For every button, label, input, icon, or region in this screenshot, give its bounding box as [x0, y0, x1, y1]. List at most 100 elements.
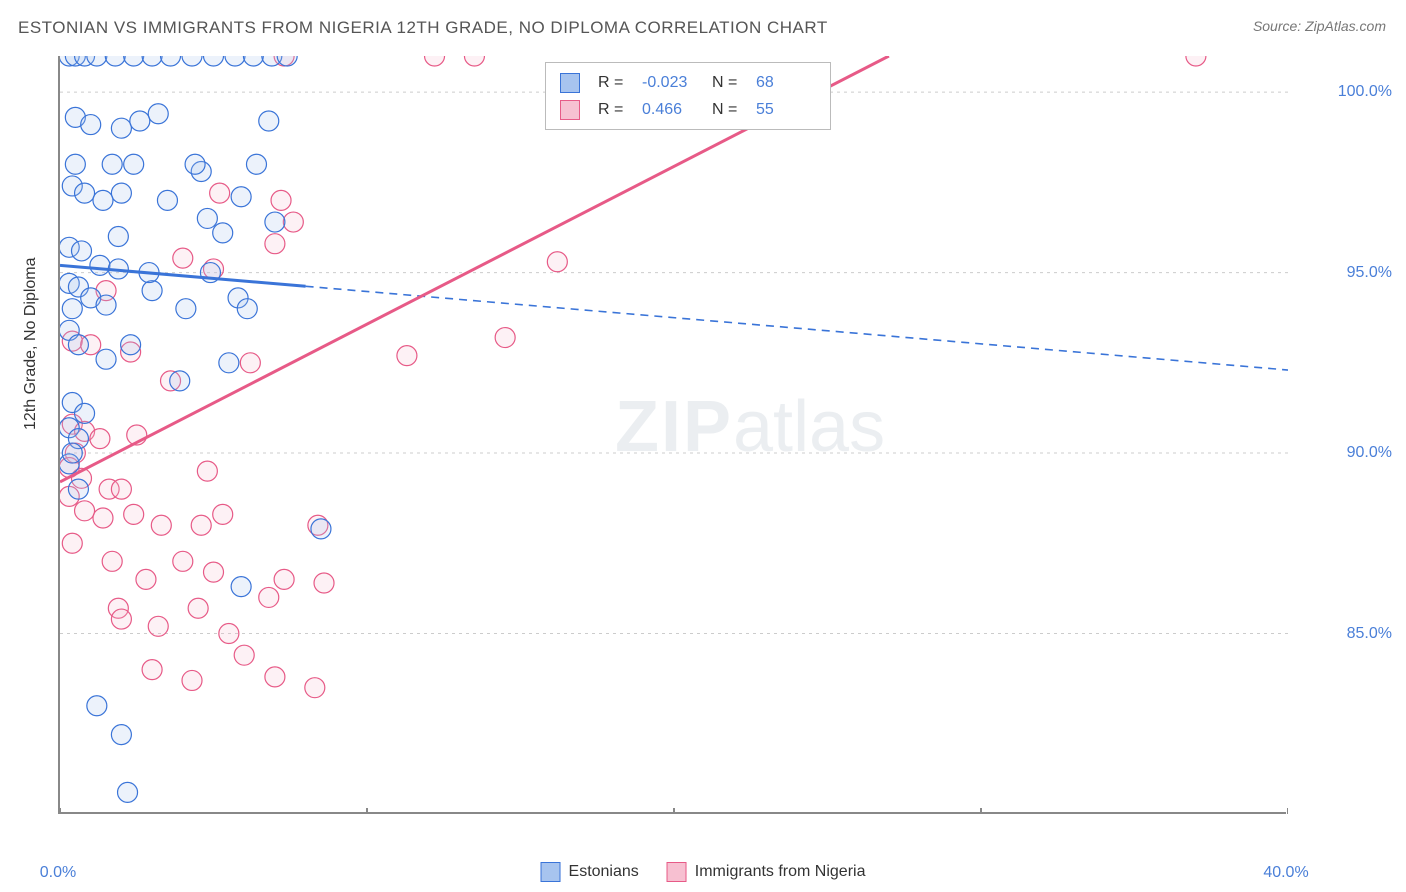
scatter-point — [102, 551, 122, 571]
y-tick-label: 90.0% — [1347, 444, 1392, 462]
y-tick-label: 100.0% — [1338, 83, 1392, 101]
scatter-point — [188, 598, 208, 618]
scatter-point — [213, 223, 233, 243]
scatter-point — [75, 183, 95, 203]
scatter-point — [124, 504, 144, 524]
scatter-point — [311, 519, 331, 539]
scatter-point — [185, 154, 205, 174]
scatter-point — [204, 56, 224, 66]
scatter-point — [397, 346, 417, 366]
scatter-point — [182, 56, 202, 66]
stat-label: N = — [712, 96, 746, 123]
scatter-point — [219, 624, 239, 644]
scatter-point — [204, 562, 224, 582]
scatter-point — [197, 208, 217, 228]
scatter-point — [96, 295, 116, 315]
scatter-point — [111, 118, 131, 138]
legend-swatch — [541, 862, 561, 882]
scatter-point — [75, 501, 95, 521]
scatter-point — [246, 154, 266, 174]
scatter-point — [81, 115, 101, 135]
scatter-point — [68, 479, 88, 499]
scatter-point — [259, 587, 279, 607]
scatter-point — [130, 111, 150, 131]
scatter-point — [65, 154, 85, 174]
scatter-point — [1186, 56, 1206, 66]
scatter-point — [148, 104, 168, 124]
scatter-point — [157, 190, 177, 210]
legend-swatch — [560, 73, 580, 93]
scatter-point — [68, 335, 88, 355]
correlation-row: R =0.466N =55 — [560, 96, 816, 123]
correlation-legend: R =-0.023N =68R =0.466N =55 — [545, 62, 831, 130]
scatter-point — [75, 403, 95, 423]
scatter-point — [142, 660, 162, 680]
scatter-point — [265, 667, 285, 687]
scatter-point — [225, 56, 245, 66]
scatter-point — [93, 190, 113, 210]
scatter-point — [93, 508, 113, 528]
scatter-point — [237, 299, 257, 319]
scatter-point — [173, 551, 193, 571]
plot-area: ZIPatlas R =-0.023N =68R =0.466N =55 — [58, 56, 1286, 814]
plot-svg — [60, 56, 1288, 814]
scatter-point — [231, 187, 251, 207]
r-value: 0.466 — [642, 96, 702, 123]
trend-line-dashed — [306, 286, 1288, 370]
n-value: 68 — [756, 69, 816, 96]
scatter-point — [170, 371, 190, 391]
scatter-point — [71, 241, 91, 261]
scatter-point — [62, 533, 82, 553]
scatter-point — [176, 299, 196, 319]
scatter-point — [305, 678, 325, 698]
stat-label: N = — [712, 69, 746, 96]
scatter-point — [197, 461, 217, 481]
scatter-point — [182, 670, 202, 690]
stat-label: R = — [598, 96, 632, 123]
scatter-point — [136, 569, 156, 589]
scatter-point — [111, 725, 131, 745]
scatter-point — [90, 255, 110, 275]
scatter-point — [425, 56, 445, 66]
scatter-point — [62, 443, 82, 463]
scatter-point — [111, 609, 131, 629]
scatter-point — [108, 226, 128, 246]
scatter-point — [118, 782, 138, 802]
y-tick-label: 95.0% — [1347, 264, 1392, 282]
scatter-point — [151, 515, 171, 535]
legend-item: Estonians — [541, 862, 639, 882]
scatter-point — [219, 353, 239, 373]
stat-label: R = — [598, 69, 632, 96]
scatter-point — [231, 577, 251, 597]
scatter-point — [234, 645, 254, 665]
scatter-point — [105, 56, 125, 66]
scatter-point — [121, 335, 141, 355]
legend-swatch — [667, 862, 687, 882]
scatter-point — [161, 56, 181, 66]
y-axis-label: 12th Grade, No Diploma — [22, 257, 40, 430]
scatter-point — [102, 154, 122, 174]
scatter-point — [142, 281, 162, 301]
scatter-point — [124, 154, 144, 174]
r-value: -0.023 — [642, 69, 702, 96]
x-tick-label: 40.0% — [1263, 864, 1308, 882]
correlation-row: R = -0.023 N = 68 — [560, 69, 816, 96]
source-label: Source: ZipAtlas.com — [1253, 18, 1386, 34]
y-tick-label: 85.0% — [1347, 625, 1392, 643]
scatter-point — [265, 212, 285, 232]
scatter-point — [547, 252, 567, 272]
scatter-point — [259, 111, 279, 131]
legend-label: Estonians — [569, 863, 639, 880]
scatter-point — [111, 183, 131, 203]
chart-title: ESTONIAN VS IMMIGRANTS FROM NIGERIA 12TH… — [18, 18, 828, 38]
scatter-point — [213, 504, 233, 524]
scatter-point — [464, 56, 484, 66]
scatter-point — [62, 299, 82, 319]
scatter-point — [274, 569, 294, 589]
scatter-point — [243, 56, 263, 66]
scatter-point — [96, 349, 116, 369]
scatter-point — [142, 56, 162, 66]
legend-swatch — [560, 100, 580, 120]
series-legend: EstoniansImmigrants from Nigeria — [541, 862, 866, 882]
scatter-point — [265, 234, 285, 254]
